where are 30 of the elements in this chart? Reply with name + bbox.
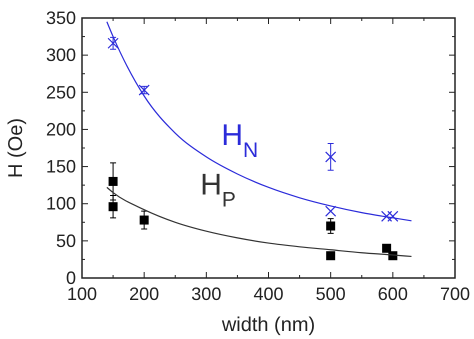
y-tick-label: 50 <box>56 230 76 251</box>
point <box>325 151 336 163</box>
y-axis-title: H (Oe) <box>5 118 27 178</box>
y-tick-label: 150 <box>46 156 76 177</box>
x-tick-label: 200 <box>129 284 160 304</box>
point <box>108 176 118 186</box>
point <box>381 210 392 222</box>
x-axis-title: width (nm) <box>220 314 316 336</box>
x-tick-label: 300 <box>191 284 222 304</box>
point <box>387 210 398 222</box>
y-tick-label: 0 <box>66 268 76 288</box>
line-series <box>106 21 412 222</box>
x-tick-label: 600 <box>378 284 408 304</box>
y-tick-label: 350 <box>46 8 76 28</box>
point <box>326 251 336 260</box>
x-tick-label: 400 <box>253 284 284 304</box>
point <box>382 244 392 253</box>
y-tick-label: 200 <box>46 119 76 140</box>
x-tick-label: 500 <box>316 284 346 304</box>
y-tick-label: 100 <box>46 194 76 214</box>
x-tick-label: 700 <box>440 284 470 304</box>
point <box>107 38 119 49</box>
y-tick-label: 300 <box>46 45 76 66</box>
y-tick-label: 250 <box>46 82 76 102</box>
point <box>140 216 149 225</box>
series-label: H$_{N}$ <box>221 118 258 162</box>
point <box>325 206 336 217</box>
series-label: H$_{P}$ <box>200 168 236 211</box>
point <box>108 202 118 212</box>
point <box>326 222 336 230</box>
